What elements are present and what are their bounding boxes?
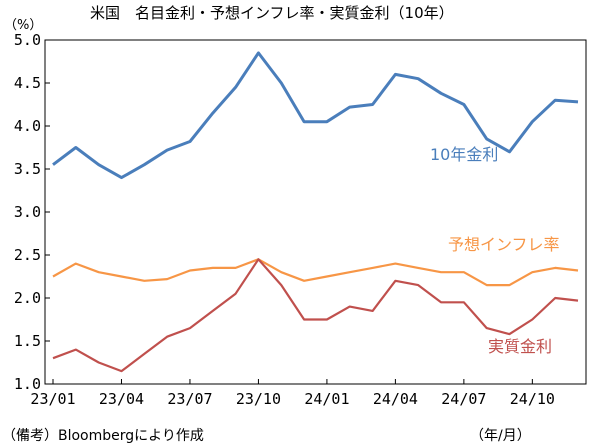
x-tick-label: 24/01 (304, 390, 349, 408)
y-tick-label: 1.0 (14, 375, 41, 393)
x-tick-label: 24/10 (510, 390, 555, 408)
x-tick-label: 23/01 (30, 390, 75, 408)
series-line-nominal-10y (52, 51, 579, 180)
x-unit-label: （年/月） (470, 428, 531, 444)
series-line-breakeven-inflation (52, 258, 579, 287)
y-tick-label: 2.0 (14, 289, 41, 307)
y-tick-label: 5.0 (14, 31, 41, 49)
x-tick-label: 24/07 (441, 390, 486, 408)
series-line-real-rate (52, 258, 579, 373)
y-unit-label: （%） (4, 18, 43, 33)
chart-title: 米国 名目金利・予想インフレ率・実質金利（10年） (90, 4, 454, 22)
x-tick-label: 23/10 (236, 390, 281, 408)
y-tick-label: 2.5 (14, 246, 41, 264)
series-label: 10年金利 (430, 145, 498, 164)
source-note: （備考）Bloombergにより作成 (2, 428, 204, 444)
series-label: 実質金利 (488, 337, 552, 356)
y-tick-label: 4.0 (14, 117, 41, 135)
x-tick-label: 23/04 (99, 390, 144, 408)
y-tick-label: 1.5 (14, 332, 41, 350)
x-tick-label: 24/04 (373, 390, 418, 408)
y-tick-label: 4.5 (14, 74, 41, 92)
y-tick-label: 3.0 (14, 203, 41, 221)
y-tick-label: 3.5 (14, 160, 41, 178)
x-tick-label: 23/07 (167, 390, 212, 408)
series-label: 予想インフレ率 (448, 235, 560, 254)
